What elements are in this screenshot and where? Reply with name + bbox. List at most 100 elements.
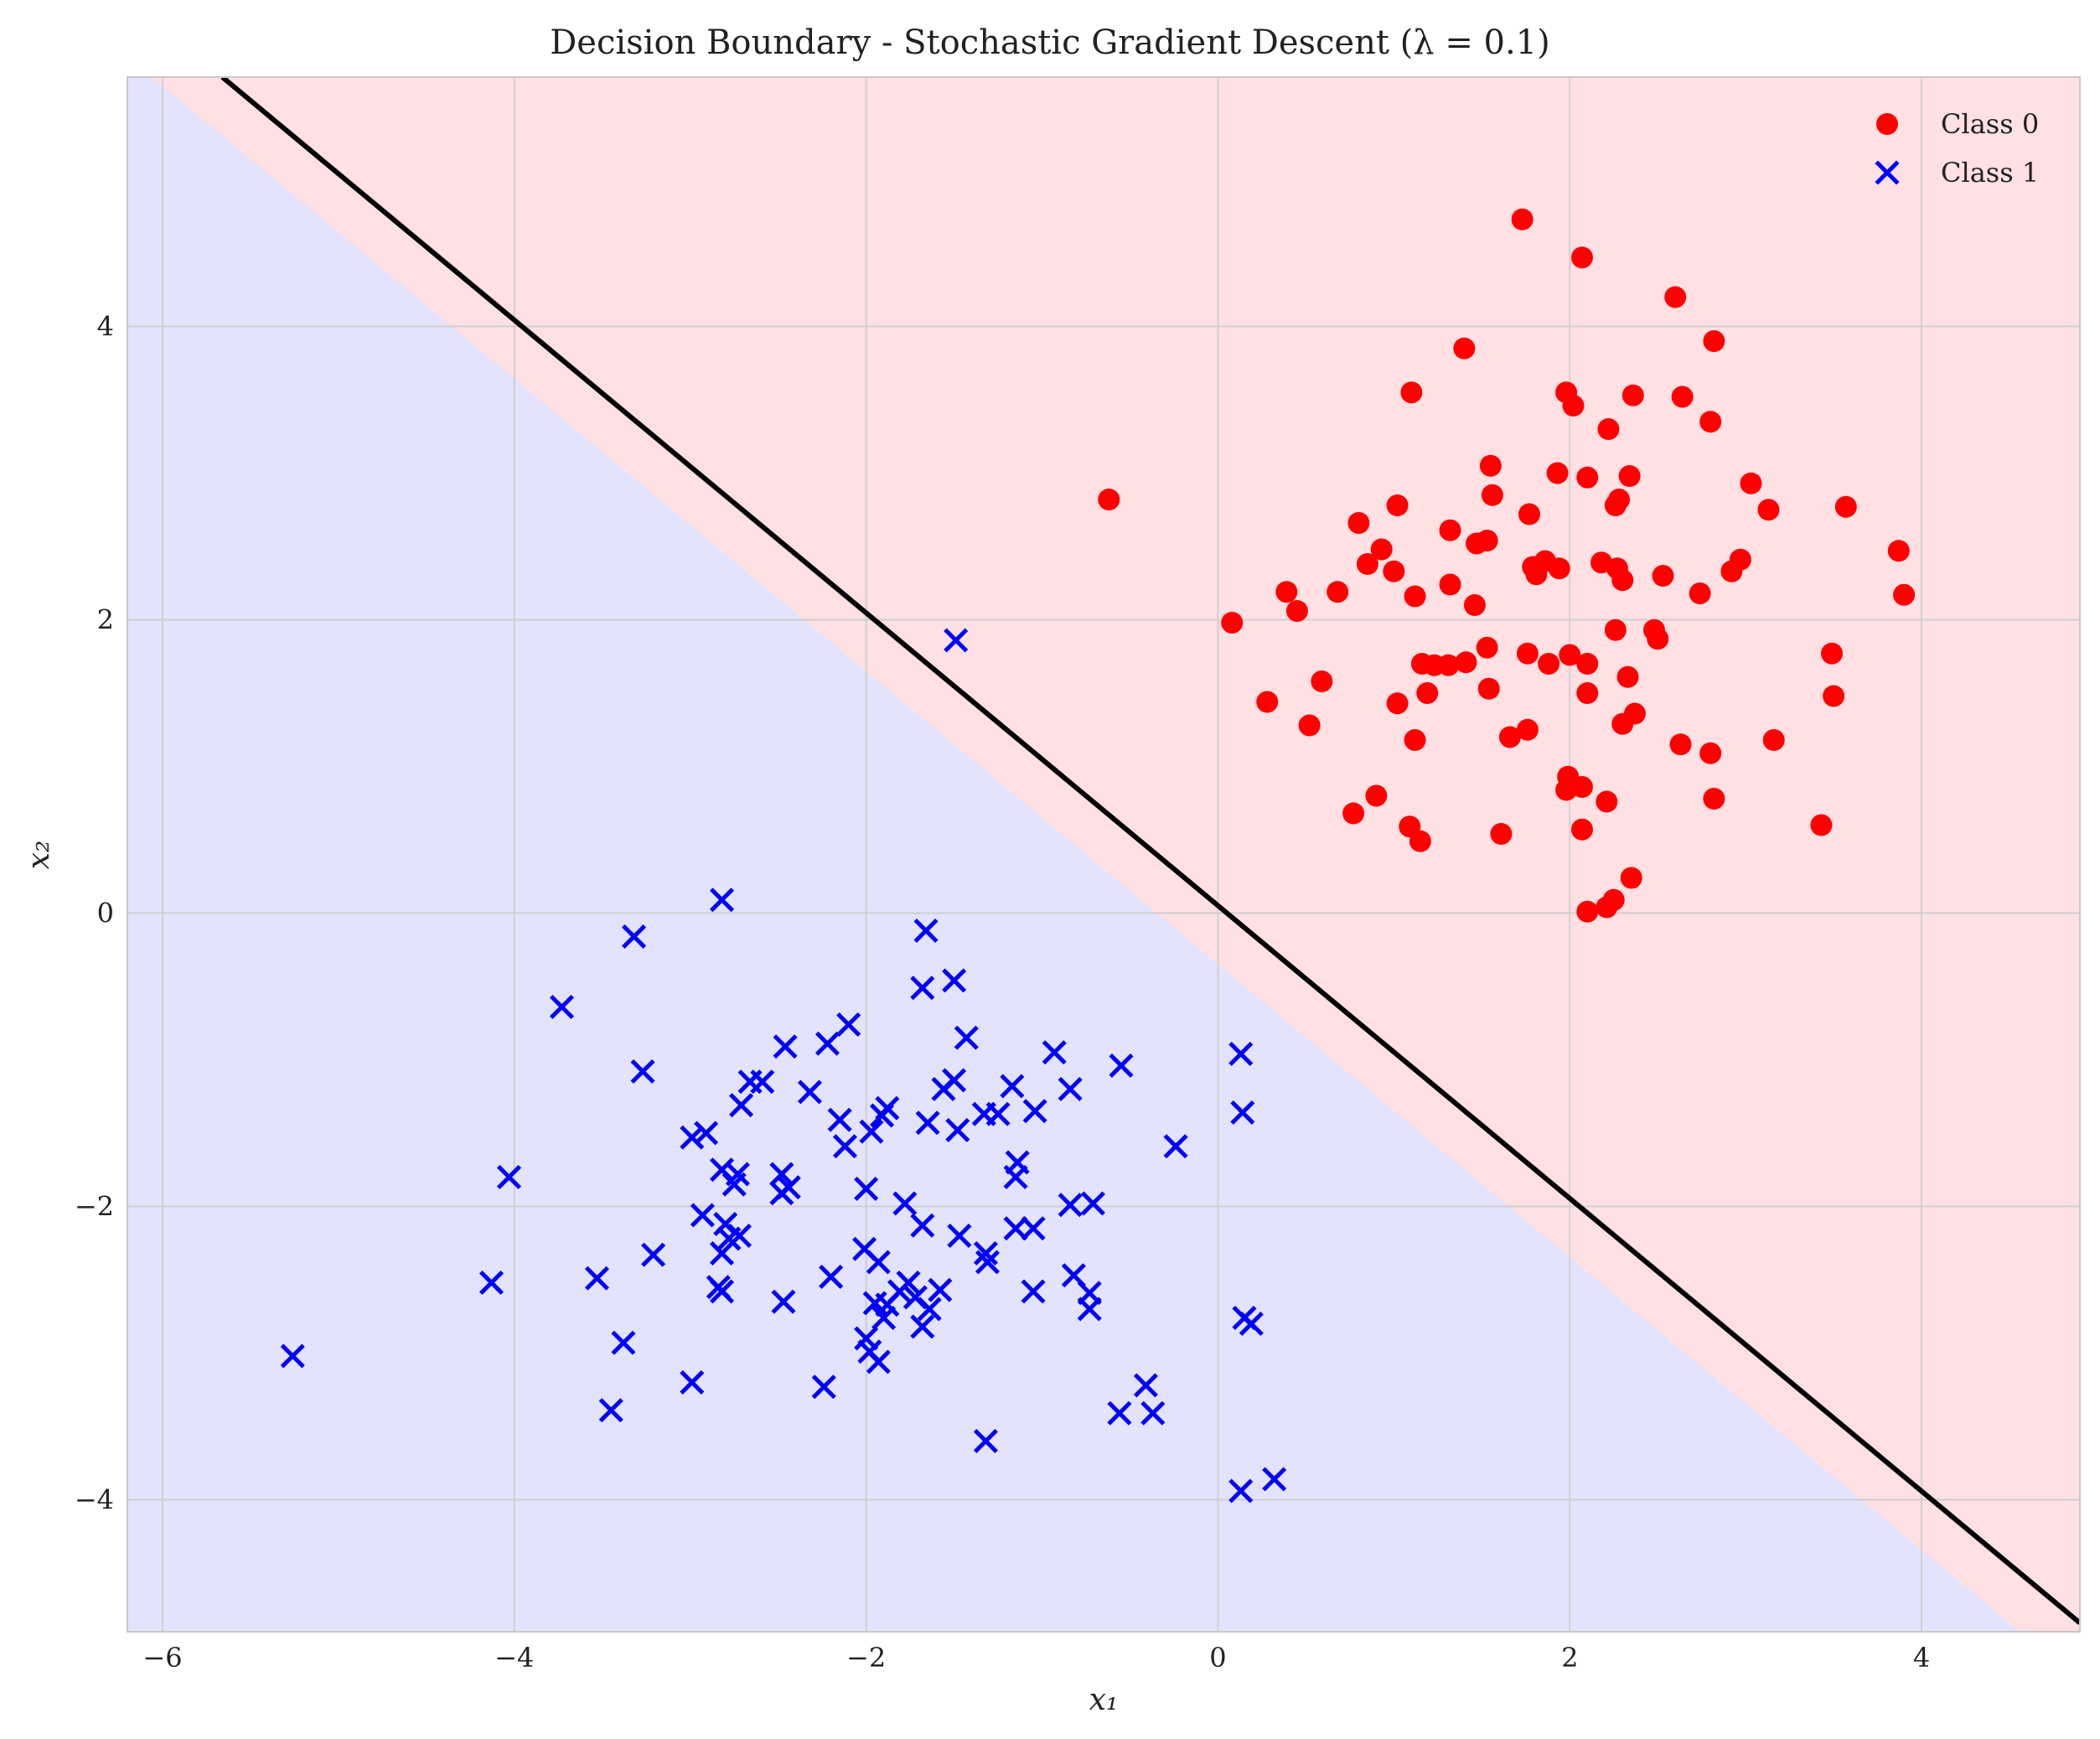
class-0-point [1311, 670, 1333, 692]
class-1-point [549, 994, 575, 1020]
y-axis-label: x₂ [22, 841, 56, 870]
class-0-point [1596, 790, 1618, 813]
class-0-point [1538, 653, 1560, 675]
class-0-point [1383, 560, 1405, 582]
class-1-point [771, 1289, 796, 1314]
y-tick-label: −4 [75, 1484, 114, 1516]
class-0-region [152, 77, 2080, 1632]
class-1-point [910, 976, 935, 1001]
class-1-point [709, 888, 735, 913]
class-0-point [1498, 726, 1521, 748]
decision-boundary-line [220, 77, 2080, 1625]
class-1-point [917, 1296, 942, 1322]
class-1-point [811, 1374, 836, 1400]
class-0-point [1481, 484, 1503, 506]
class-1-point [910, 1213, 935, 1238]
class-1-point [1107, 1400, 1132, 1426]
class-1-point [680, 1125, 705, 1150]
class-0-point [1555, 779, 1578, 801]
class-0-point [1386, 494, 1409, 516]
class-0-point [1455, 651, 1477, 674]
class-0-point [1576, 466, 1599, 489]
class-0-point [1342, 802, 1365, 825]
class-1-point [709, 1240, 735, 1266]
class-1-point [832, 1134, 857, 1159]
class-0-point [1703, 788, 1725, 810]
class-1-point [1141, 1400, 1166, 1426]
class-1-point [598, 1398, 623, 1423]
class-1-point [854, 1176, 879, 1202]
class-0-point [1476, 636, 1498, 659]
class-0-point [1622, 384, 1644, 406]
x-axis-label: x₁ [1089, 1683, 1119, 1717]
class-1-point [1021, 1279, 1046, 1304]
x-axis-ticks: −6 −4 −2 0 2 4 [142, 1642, 1930, 1674]
class-0-point [1370, 538, 1393, 561]
class-1-point [944, 628, 969, 653]
class-0-point [1671, 386, 1694, 408]
class-0-point [1518, 503, 1540, 525]
x-tick-label: 0 [1209, 1642, 1226, 1674]
class-1-point [819, 1264, 844, 1290]
class-1-point [971, 1101, 996, 1126]
scatter-points [280, 208, 1916, 1504]
class-1-point [913, 918, 939, 944]
class-0-point [1618, 465, 1641, 487]
class-0-point [1365, 784, 1388, 807]
class-0-point [1477, 677, 1500, 700]
class-0-point [1256, 691, 1279, 713]
class-1-point [892, 1191, 918, 1216]
chart-title: Decision Boundary - Stochastic Gradient … [550, 23, 1550, 62]
class-1-point [722, 1172, 747, 1197]
class-0-point [1757, 499, 1780, 521]
class-1-point [836, 1012, 861, 1038]
class-1-point [1058, 1193, 1083, 1218]
class-0-point [1699, 742, 1722, 764]
class-1-point [975, 1250, 1000, 1275]
class-0-point [1689, 582, 1711, 604]
class-1-point [729, 1093, 754, 1118]
class-1-point [1077, 1281, 1102, 1306]
class-0-point [1476, 530, 1498, 551]
class-1-point [973, 1428, 998, 1454]
class-1-point [1077, 1296, 1102, 1322]
class-0-point [1669, 733, 1692, 756]
class-1-point [630, 1058, 655, 1084]
class-1-point [931, 1076, 956, 1102]
class-0-point [1404, 585, 1426, 608]
y-tick-label: 0 [97, 898, 114, 929]
class-0-point [1546, 462, 1569, 484]
class-0-point [1647, 628, 1669, 650]
class-1-point [1022, 1099, 1047, 1124]
class-0-point [1893, 583, 1916, 606]
class-1-point [872, 1305, 897, 1331]
class-0-point [1453, 337, 1476, 360]
class-1-point [1262, 1467, 1287, 1492]
legend-label-0: Class 0 [1941, 108, 2039, 140]
class-0-point [1810, 814, 1833, 836]
x-tick-label: −6 [142, 1642, 182, 1674]
class-1-point [1239, 1311, 1264, 1337]
class-0-point [1887, 540, 1910, 562]
class-1-point [1133, 1373, 1158, 1398]
class-1-point [859, 1119, 884, 1144]
class-1-point [1230, 1100, 1255, 1126]
class-0-point [1597, 418, 1620, 440]
class-1-point [1003, 1164, 1028, 1190]
class-0-point [1439, 573, 1461, 596]
class-0-point [1386, 692, 1409, 715]
legend-label-1: Class 1 [1941, 157, 2039, 189]
class-0-point [1562, 395, 1585, 417]
class-0-point [1576, 682, 1599, 704]
class-1-point [737, 1069, 763, 1095]
class-1-point [584, 1265, 609, 1291]
class-1-point [1000, 1074, 1025, 1099]
legend-marker-0 [1876, 113, 1898, 135]
class-0-point [1356, 553, 1378, 575]
class-0-point [1703, 330, 1725, 352]
class-0-point [1740, 472, 1762, 494]
legend-marker-1 [1875, 160, 1900, 185]
class-0-point [1347, 512, 1370, 534]
x-tick-label: 2 [1561, 1642, 1578, 1674]
class-1-point [1021, 1216, 1046, 1241]
